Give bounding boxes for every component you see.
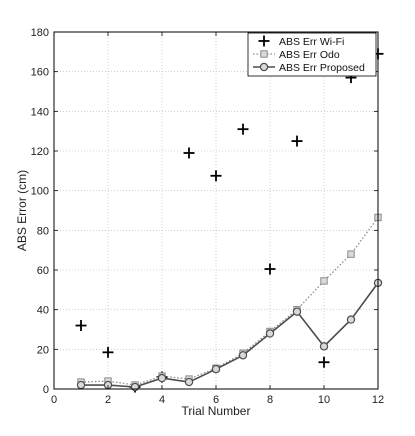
x-tick-label: 12 [372,394,384,406]
abs-err-odo-point [320,277,328,285]
abs-err-proposed-point [265,329,275,338]
legend-marker-abs-err-proposed [259,62,269,72]
abs-err-wi-fi-point [210,170,222,182]
abs-err-proposed-point [211,364,221,374]
y-tick-label: 180 [31,27,49,39]
abs-err-proposed-point [76,380,86,390]
abs-err-proposed-point [130,382,140,392]
abs-err-wi-fi-point [75,320,87,332]
y-tick-label: 80 [37,225,49,237]
abs-err-proposed-point [292,307,302,316]
abs-err-wi-fi-point [318,356,330,368]
abs-err-odo-line [80,217,379,386]
abs-err-wi-fi-point [291,135,303,147]
x-tick-label: 0 [51,394,57,406]
legend-label-abs-err-odo: ABS Err Odo [279,49,340,61]
abs-err-proposed-point [157,373,167,383]
y-tick-label: 140 [31,106,49,118]
x-tick-label: 4 [159,394,165,406]
legend-marker-abs-err-odo [260,50,268,58]
abs-err-proposed-line [81,282,379,388]
abs-err-wi-fi-point [264,263,276,275]
x-tick-label: 2 [105,394,111,406]
x-tick-label: 10 [318,394,330,406]
legend-label-abs-err-proposed: ABS Err Proposed [279,62,365,74]
abs-err-proposed-point [346,315,356,324]
x-axis-label: Trial Number [182,404,251,418]
y-tick-label: 0 [43,384,49,396]
y-tick-label: 160 [31,67,49,79]
y-tick-label: 20 [37,344,49,356]
abs-err-proposed-point [184,377,194,387]
legend-label-abs-err-wi-fi: ABS Err Wi-Fi [279,36,344,48]
abs-err-odo-point [347,250,355,258]
y-axis-label: ABS Error (cm) [15,170,29,251]
y-tick-label: 60 [37,265,49,277]
series-layer [75,48,384,393]
abs-err-wi-fi-point [102,346,114,358]
abs-err-wi-fi-point [237,123,249,135]
abs-err-proposed-point [238,351,248,360]
x-tick-label: 6 [213,394,219,406]
y-tick-label: 40 [37,305,49,317]
x-tick-label: 8 [267,394,273,406]
y-tick-label: 100 [31,186,49,198]
abs-err-wi-fi-point [183,147,195,159]
y-tick-label: 120 [31,146,49,158]
abs-err-proposed-point [319,342,329,351]
legend-marker-abs-err-wi-fi [258,35,270,47]
series-abs-err-proposed [76,278,383,392]
